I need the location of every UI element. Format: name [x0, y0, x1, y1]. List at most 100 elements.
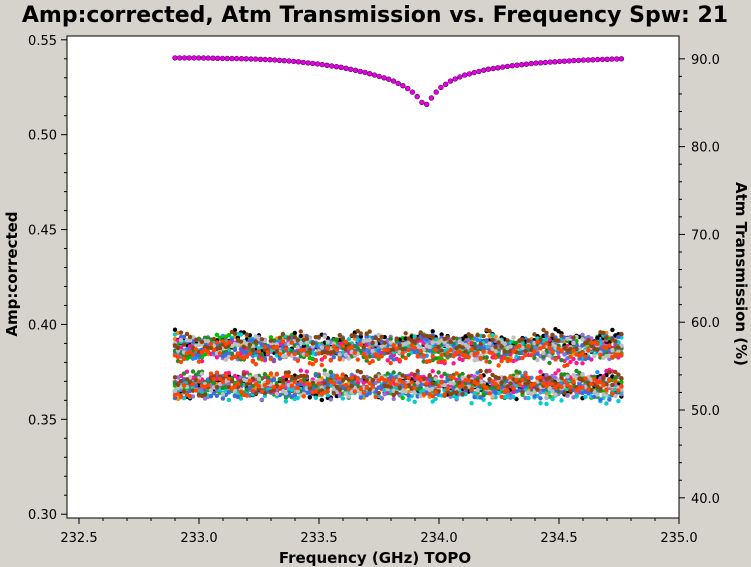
amp-point — [475, 333, 480, 338]
amp-point — [619, 384, 624, 389]
amp-point — [250, 359, 256, 364]
amp-point — [607, 343, 612, 348]
amp-point — [316, 334, 321, 340]
atm-point — [609, 56, 615, 62]
amp-point — [328, 358, 333, 363]
amp-point — [328, 397, 333, 402]
amp-point — [307, 382, 312, 387]
amp-point — [595, 347, 600, 352]
amp-point — [373, 394, 378, 400]
amp-point — [373, 352, 378, 357]
amp-point — [451, 335, 456, 341]
amp-point — [511, 386, 516, 391]
amp-point — [313, 395, 318, 400]
amp-point — [412, 334, 417, 339]
amp-point — [187, 393, 193, 399]
amp-point — [616, 372, 621, 377]
amp-point — [526, 375, 531, 381]
amp-point — [292, 330, 297, 336]
amp-point — [547, 345, 552, 351]
amp-point — [442, 359, 447, 364]
amp-point — [241, 372, 247, 377]
amp-point — [535, 357, 540, 363]
amp-point — [493, 355, 498, 360]
amp-point — [208, 345, 214, 350]
amp-point — [445, 335, 450, 340]
amp-point — [541, 327, 546, 333]
amp-point — [256, 349, 262, 354]
amp-point — [208, 341, 214, 347]
x-tick-label: 235.0 — [660, 531, 697, 546]
amp-point — [274, 349, 280, 354]
amp-point — [610, 382, 615, 388]
amp-point — [544, 337, 549, 342]
amp-point — [238, 389, 244, 394]
y2-tick-label: 60.0 — [691, 316, 720, 331]
amp-point — [457, 339, 462, 344]
amp-point — [406, 347, 411, 352]
amp-point — [598, 397, 603, 402]
amp-point — [484, 355, 489, 360]
atm-point — [219, 55, 226, 62]
amp-point — [247, 351, 253, 356]
amp-point — [547, 360, 552, 366]
amp-point — [481, 345, 486, 351]
atm-point — [200, 55, 207, 61]
amp-point — [367, 381, 372, 386]
amp-point — [565, 362, 570, 368]
amp-point — [583, 354, 588, 359]
amp-point — [508, 344, 513, 349]
amp-point — [571, 348, 576, 353]
amp-point — [172, 388, 178, 394]
amp-point — [385, 347, 390, 352]
amp-point — [370, 340, 375, 345]
y2-tick-label: 90.0 — [691, 53, 720, 68]
amp-point — [331, 344, 336, 349]
amp-point — [274, 344, 280, 350]
amp-point — [496, 353, 501, 358]
amp-point — [496, 375, 501, 381]
amp-point — [505, 388, 510, 393]
amp-point — [463, 349, 468, 354]
amp-point — [283, 346, 289, 352]
amp-point — [523, 352, 528, 358]
amp-point — [469, 387, 474, 392]
amp-point — [388, 354, 393, 360]
amp-point — [421, 392, 426, 397]
amp-point — [340, 343, 345, 349]
amp-point — [319, 397, 324, 403]
atm-point — [276, 57, 283, 63]
amp-point — [478, 374, 483, 379]
amp-point — [442, 340, 447, 345]
amp-point — [280, 339, 286, 344]
amp-point — [394, 382, 399, 387]
amp-point — [364, 385, 369, 391]
amp-point — [616, 388, 621, 393]
atm-point — [590, 57, 596, 63]
amp-point — [559, 384, 564, 390]
atm-point — [485, 66, 492, 72]
amp-point — [313, 388, 318, 394]
amp-point — [331, 380, 336, 386]
amp-point — [340, 396, 345, 401]
amp-point — [478, 395, 483, 400]
amp-point — [343, 352, 348, 357]
amp-point — [406, 352, 411, 357]
amp-point — [565, 393, 570, 398]
amp-point — [571, 356, 576, 362]
atm-point — [177, 55, 183, 61]
amp-point — [604, 387, 609, 393]
atm-point — [210, 55, 216, 61]
amp-point — [619, 331, 624, 337]
amp-point — [544, 341, 549, 346]
chart-title: Amp:corrected, Atm Transmission vs. Freq… — [22, 3, 728, 28]
amp-point — [226, 333, 232, 338]
atm-point — [509, 62, 515, 69]
atm-point — [371, 72, 378, 78]
amp-point — [580, 351, 585, 356]
amp-point — [601, 382, 606, 387]
amp-point — [487, 401, 492, 406]
atm-point — [547, 59, 553, 65]
amp-point — [451, 353, 456, 358]
amp-point — [586, 338, 591, 343]
